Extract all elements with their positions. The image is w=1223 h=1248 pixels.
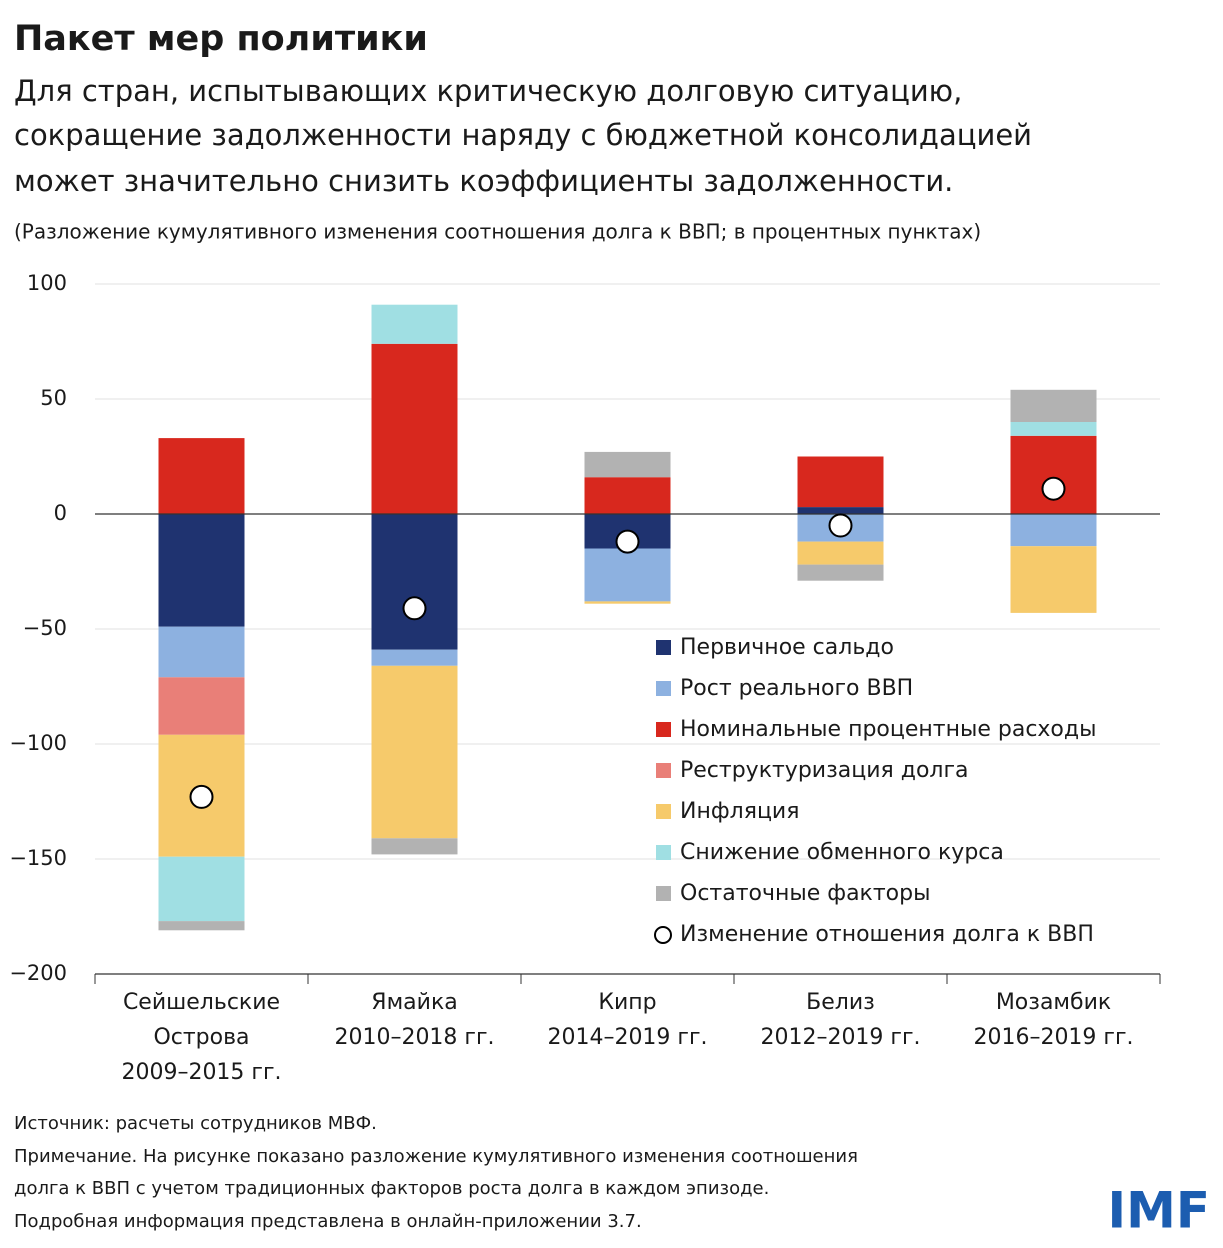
legend-label: Рост реального ВВП	[680, 676, 913, 701]
point	[189, 784, 214, 809]
subtitle: может значительно снизить коэффициенты з…	[14, 164, 953, 198]
legend-swatch	[656, 886, 671, 901]
x-tick-label: Мозамбик	[996, 990, 1111, 1015]
bar-segment	[797, 541, 884, 565]
x-tick-label: 2010–2018 гг.	[334, 1025, 494, 1050]
y-tick-label: −50	[23, 616, 67, 640]
legend-swatch	[654, 926, 672, 944]
bar-segment	[1010, 422, 1097, 436]
bar-segment	[1010, 546, 1097, 613]
point	[828, 513, 853, 538]
legend-swatch	[656, 763, 671, 778]
y-tick-label: −150	[9, 846, 67, 870]
bar-segment	[158, 677, 245, 735]
bar-segment	[371, 838, 458, 855]
bar-segment	[371, 343, 458, 514]
x-tick-label: Белиз	[806, 990, 875, 1015]
legend-label: Первичное сальдо	[680, 635, 894, 660]
bar-segment	[584, 601, 671, 604]
point	[1041, 476, 1066, 501]
legend-swatch	[656, 722, 671, 737]
footnote: долга к ВВП с учетом традиционных фактор…	[14, 1178, 769, 1199]
legend-label: Номинальные процентные расходы	[680, 717, 1096, 742]
bar-segment	[797, 564, 884, 581]
chart-title: Пакет мер политики	[14, 19, 428, 59]
footnote: Подробная информация представлена в онла…	[14, 1211, 642, 1232]
y-tick-label: −200	[9, 961, 67, 985]
y-tick-label: −100	[9, 731, 67, 755]
legend-swatch	[656, 845, 671, 860]
bar-segment	[371, 665, 458, 839]
subtitle: сокращение задолженности наряду с бюджет…	[14, 118, 1032, 152]
legend-label: Снижение обменного курса	[680, 840, 1004, 865]
footnote: Примечание. На рисунке показано разложен…	[14, 1146, 858, 1167]
bar-segment	[371, 304, 458, 344]
bar-segment	[1010, 514, 1097, 547]
bar-segment	[1010, 435, 1097, 514]
point	[615, 529, 640, 554]
legend-label: Остаточные факторы	[680, 881, 930, 906]
bar-segment	[584, 477, 671, 514]
subtitle: Для стран, испытывающих критическую долг…	[14, 74, 962, 108]
bar-segment	[158, 438, 245, 514]
bar-segment	[797, 456, 884, 508]
legend-label: Реструктуризация долга	[680, 758, 969, 783]
bar-segment	[1010, 389, 1097, 422]
x-tick-label: Ямайка	[371, 990, 457, 1015]
bar-segment	[158, 626, 245, 678]
x-tick-label: Острова	[153, 1025, 249, 1050]
bar-segment	[371, 649, 458, 666]
bar-segment	[797, 507, 884, 514]
legend-label: Изменение отношения долга к ВВП	[680, 922, 1094, 947]
point	[402, 596, 427, 621]
y-tick-label: 100	[27, 271, 67, 295]
legend-swatch	[656, 640, 671, 655]
x-tick-label: Сейшельские	[123, 990, 280, 1015]
y-tick-label: 50	[40, 386, 67, 410]
bar-segment	[158, 856, 245, 922]
bar-segment	[158, 514, 245, 627]
legend-swatch	[656, 681, 671, 696]
y-tick-label: 0	[54, 501, 67, 525]
logo: IMF	[1107, 1182, 1210, 1240]
x-tick-label: 2014–2019 гг.	[547, 1025, 707, 1050]
bar-segment	[584, 451, 671, 478]
bar-segment	[158, 921, 245, 931]
x-tick-label: 2016–2019 гг.	[973, 1025, 1133, 1050]
legend-swatch	[656, 804, 671, 819]
units-note: (Разложение кумулятивного изменения соот…	[14, 220, 981, 244]
legend-label: Инфляция	[680, 799, 799, 824]
x-tick-label: 2012–2019 гг.	[760, 1025, 920, 1050]
x-tick-label: Кипр	[598, 990, 656, 1015]
x-tick-label: 2009–2015 гг.	[121, 1060, 281, 1085]
footnote: Источник: расчеты сотрудников МВФ.	[14, 1113, 377, 1134]
bar-segment	[371, 514, 458, 650]
bar-segment	[584, 548, 671, 602]
